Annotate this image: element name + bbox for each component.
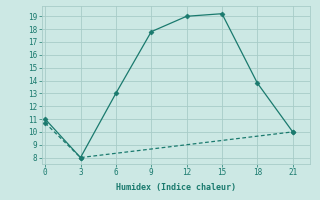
X-axis label: Humidex (Indice chaleur): Humidex (Indice chaleur) <box>116 183 236 192</box>
